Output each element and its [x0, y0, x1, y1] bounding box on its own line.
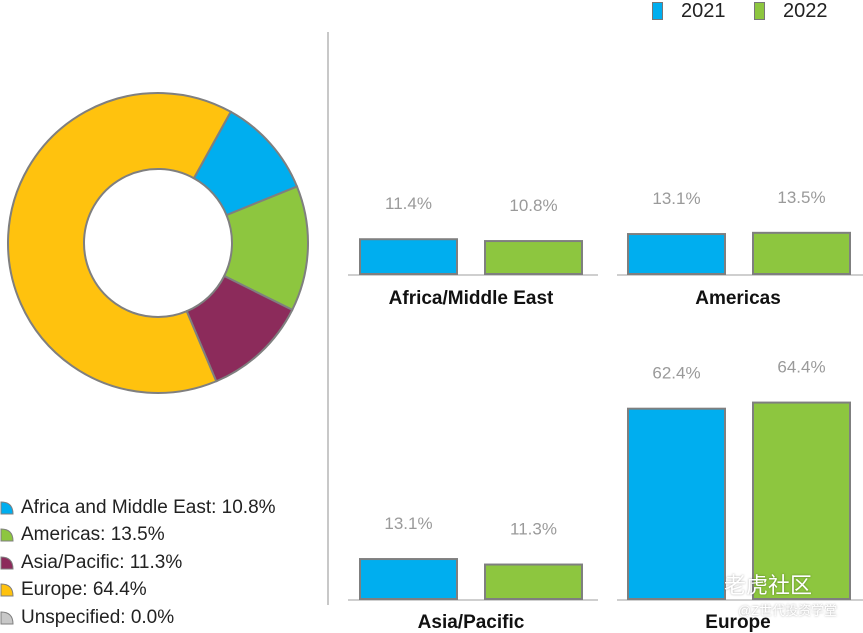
data-label-africa-middle-east-2022: 10.8% [509, 196, 557, 215]
watermark-logo-text: 老虎社区 [724, 573, 813, 598]
pie-legend-label: Americas: 13.5% [21, 524, 165, 545]
legend-swatch-2022 [754, 2, 765, 20]
panel-title-americas: Americas [695, 288, 781, 309]
bar-africa-middle-east-2022 [484, 240, 583, 275]
pie-legend-swatch-europe [0, 583, 14, 597]
bar-europe-2022 [752, 401, 851, 600]
pie-legend-item-unspecified: Unspecified: 0.0% [0, 607, 174, 629]
data-label-americas-2021: 13.1% [652, 189, 700, 208]
bar-africa-middle-east-2021 [359, 238, 458, 275]
pie-legend-item-asia: Asia/Pacific: 11.3% [0, 552, 182, 574]
pie-legend-label: Europe: 64.4% [21, 579, 147, 600]
pie-legend-label: Asia/Pacific: 11.3% [21, 552, 183, 573]
pie-legend-swatch-asia [0, 556, 14, 570]
panel-title-europe: Europe [705, 612, 770, 633]
bar-asia-pacific-2021 [359, 558, 458, 600]
pie-legend-label: Unspecified: 0.0% [21, 607, 175, 628]
pie-legend-item-americas: Americas: 13.5% [0, 524, 165, 546]
data-label-americas-2022: 13.5% [777, 188, 825, 207]
bar-asia-pacific-2022 [484, 563, 583, 600]
legend-label-2022: 2022 [783, 0, 828, 22]
bar-americas-2021 [627, 233, 726, 275]
panel-title-africa-middle-east: Africa/Middle East [389, 288, 554, 309]
legend-item-2022: 2022 [754, 0, 828, 22]
pie-legend-item-europe: Europe: 64.4% [0, 579, 147, 601]
data-label-europe-2021: 62.4% [652, 364, 700, 383]
data-label-asia-pacific-2022: 11.3% [510, 520, 557, 539]
legend-label-2021: 2021 [681, 0, 726, 22]
pie-legend-swatch-americas [0, 528, 14, 542]
pie-legend-swatch-unspecified [0, 611, 14, 625]
data-label-africa-middle-east-2021: 11.4% [385, 194, 432, 213]
pie-legend-item-africa: Africa and Middle East: 10.8% [0, 497, 276, 519]
legend-swatch-2021 [652, 2, 663, 20]
data-label-asia-pacific-2021: 13.1% [384, 514, 432, 533]
data-label-europe-2022: 64.4% [777, 358, 825, 377]
pie-legend-label: Africa and Middle East: 10.8% [21, 497, 276, 518]
watermark-handle: @Z世代投资学堂 [738, 603, 838, 618]
bar-europe-2021 [627, 407, 726, 600]
legend-item-2021: 2021 [652, 0, 726, 22]
donut-slice-europe [7, 92, 233, 394]
panel-title-asia-pacific: Asia/Pacific [418, 612, 525, 633]
pie-legend-swatch-africa [0, 501, 14, 515]
bar-americas-2022 [752, 231, 851, 275]
